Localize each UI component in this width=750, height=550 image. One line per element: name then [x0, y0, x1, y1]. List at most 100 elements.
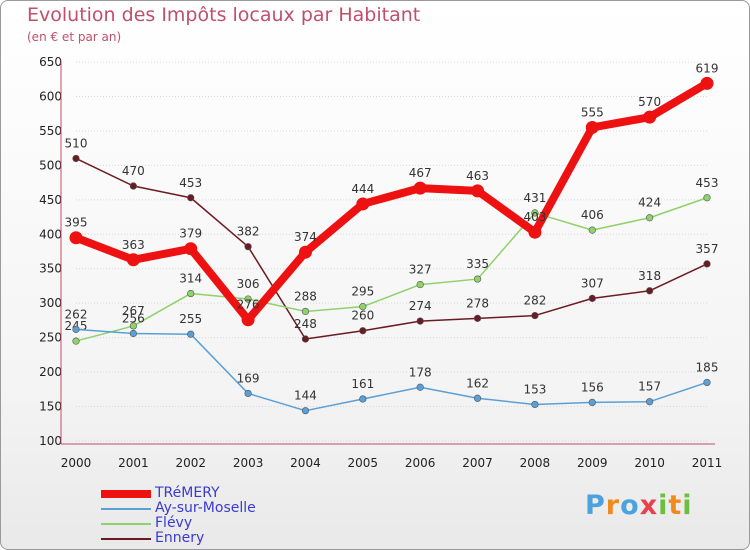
legend-swatch	[101, 507, 151, 510]
legend-label: Flévy	[155, 515, 193, 531]
data-label: 255	[179, 312, 202, 326]
data-point	[356, 197, 370, 211]
data-point	[588, 398, 596, 407]
data-label: 318	[638, 269, 661, 283]
chart-subtitle: (en € et par an)	[27, 30, 122, 44]
data-label: 379	[179, 227, 202, 241]
data-point	[187, 194, 195, 202]
logo-letter: i	[658, 490, 669, 521]
data-label: 424	[638, 196, 661, 210]
data-point	[301, 407, 310, 415]
legend-swatch	[101, 522, 151, 525]
legend-item: TRéMERY	[101, 486, 256, 501]
data-point	[646, 214, 654, 222]
data-point	[416, 317, 424, 325]
data-label: 161	[351, 377, 374, 391]
data-label: 374	[294, 230, 317, 244]
data-label: 256	[122, 312, 145, 326]
data-point	[184, 242, 198, 256]
x-tick-label: 2009	[577, 456, 608, 470]
data-point	[244, 243, 252, 251]
data-label: 453	[179, 176, 202, 190]
data-point	[126, 253, 140, 267]
data-point	[359, 303, 367, 311]
data-label: 453	[696, 176, 719, 190]
data-label: 162	[466, 376, 489, 390]
data-label: 144	[294, 389, 317, 403]
data-point	[72, 325, 80, 333]
data-point	[72, 337, 80, 345]
logo-letter: r	[605, 490, 621, 521]
logo-letter: o	[620, 490, 640, 521]
data-point	[646, 398, 654, 406]
data-point	[473, 275, 482, 283]
data-point	[241, 313, 255, 327]
x-tick-label: 2005	[348, 456, 379, 470]
x-tick-label: 2000	[61, 456, 92, 470]
x-tick-label: 2001	[118, 456, 149, 470]
data-label: 314	[179, 272, 202, 286]
data-label: 555	[581, 105, 604, 119]
data-label: 327	[409, 263, 432, 277]
x-tick-label: 2007	[462, 456, 493, 470]
data-point	[301, 335, 310, 343]
logo-letter: x	[639, 490, 659, 521]
data-label: 282	[523, 294, 546, 308]
data-point	[473, 394, 482, 402]
legend-label: TRéMERY	[155, 485, 220, 501]
y-tick-label: 650	[39, 55, 62, 69]
data-label: 157	[638, 380, 661, 394]
y-tick-label: 400	[39, 227, 62, 241]
data-label: 274	[409, 299, 432, 313]
logo-letter: P	[585, 490, 606, 521]
data-point	[359, 327, 367, 335]
data-label: 306	[237, 277, 260, 291]
data-point	[471, 184, 485, 198]
x-tick-label: 2003	[233, 456, 264, 470]
data-point	[187, 330, 195, 338]
y-tick-label: 100	[39, 434, 62, 448]
data-point	[72, 154, 80, 163]
data-point	[69, 231, 83, 245]
data-point	[528, 225, 542, 239]
data-label: 153	[523, 382, 546, 396]
data-point	[187, 289, 195, 298]
data-point	[416, 383, 424, 391]
data-label: 467	[409, 166, 432, 180]
y-tick-label: 550	[39, 124, 62, 138]
data-point	[531, 311, 539, 320]
data-point	[129, 182, 137, 190]
data-point	[416, 280, 424, 289]
data-point	[413, 181, 427, 195]
x-tick-label: 2010	[634, 456, 665, 470]
legend-item: Flévy	[101, 516, 256, 531]
data-point	[244, 295, 252, 303]
data-label: 278	[466, 296, 489, 310]
data-label: 463	[466, 169, 489, 183]
data-label: 619	[696, 61, 719, 75]
y-tick-label: 200	[39, 365, 62, 379]
data-label: 357	[696, 242, 719, 256]
proxiti-logo: Proxiti	[585, 490, 693, 521]
series-line	[75, 157, 708, 340]
legend-label: Ennery	[155, 530, 205, 546]
data-point	[703, 260, 711, 268]
data-point	[129, 329, 137, 338]
legend-swatch	[101, 489, 151, 498]
data-point	[646, 287, 654, 295]
data-label: 431	[523, 191, 546, 205]
data-label: 510	[65, 136, 88, 150]
y-tick-label: 350	[39, 262, 62, 276]
data-label: 185	[696, 360, 719, 374]
data-point	[244, 389, 252, 398]
x-tick-label: 2008	[520, 456, 551, 470]
data-label: 295	[351, 285, 374, 299]
data-label: 382	[237, 225, 260, 239]
data-label: 470	[122, 164, 145, 178]
data-point	[643, 110, 657, 124]
data-label: 178	[409, 365, 432, 379]
data-point	[700, 76, 714, 90]
legend-label: Ay-sur-Moselle	[155, 500, 256, 516]
y-tick-label: 250	[39, 331, 62, 345]
